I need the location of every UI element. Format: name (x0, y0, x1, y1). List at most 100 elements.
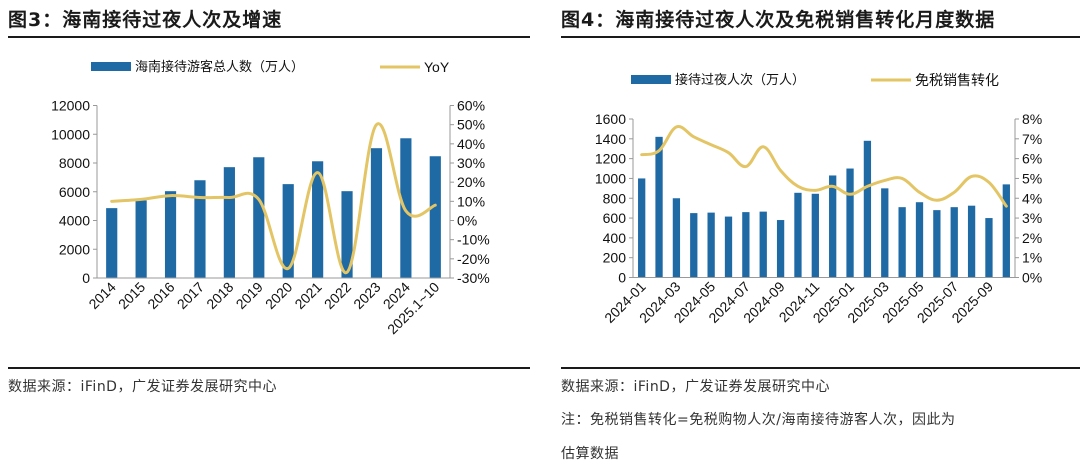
source-rule (561, 367, 1080, 369)
x-tick-label: 2020 (262, 279, 295, 312)
title-rule (8, 36, 530, 38)
bar-2016 (164, 191, 177, 278)
right-tick-label: 6% (1022, 151, 1042, 167)
bar-2025-07 (950, 207, 958, 278)
legend-bar-label: 接待过夜人次（万人） (675, 72, 805, 87)
left-tick-label: 0 (82, 270, 90, 286)
right-tick-label: -30% (457, 270, 490, 286)
bar-2024-08 (759, 211, 767, 278)
bar-2024-06 (724, 216, 733, 278)
bar-2020 (282, 184, 294, 278)
left-tick-label: 10000 (51, 126, 90, 142)
left-tick-label: 800 (603, 190, 627, 206)
bar-2025-08 (967, 205, 976, 278)
bar-2018 (223, 167, 235, 278)
right-tick-label: 7% (1022, 131, 1042, 147)
x-tick-label: 2015 (115, 279, 148, 312)
left-tick-label: 2000 (59, 241, 90, 257)
bar-2024-02 (655, 136, 663, 278)
legend-bar-swatch (91, 62, 131, 71)
title-rule (561, 36, 1080, 38)
right-tick-label: 30% (457, 155, 485, 171)
right-tick-label: 60% (457, 98, 485, 114)
figure-4-note-cont: 估算数据 (561, 446, 619, 462)
legend-line-label: 免税销售转化 (915, 72, 999, 88)
left-tick-label: 200 (603, 250, 627, 266)
right-tick-label: 20% (457, 174, 485, 190)
bar-2025-09 (985, 218, 993, 278)
figure-4-note: 注：免税销售转化=免税购物人次/海南接待游客人次，因此为 (561, 412, 956, 428)
legend-bar-swatch (631, 75, 671, 84)
figure-4: 图4：海南接待过夜人次及免税销售转化月度数据 接待过夜人次（万人） 免税销售转化 0… (555, 0, 1080, 464)
left-tick-label: 12000 (51, 98, 90, 114)
figure-3-source: 数据来源：iFinD，广发证券发展研究中心 (8, 379, 277, 395)
legend-line-label: YoY (424, 59, 450, 75)
right-tick-label: -10% (457, 232, 490, 248)
bar-2025.1~10 (429, 156, 441, 278)
figure-3: 图3：海南接待过夜人次及增速 海南接待游客总人数（万人） YoY 0 2000 4000… (8, 9, 530, 395)
right-tick-label: 0% (1022, 270, 1042, 286)
left-tick-label: 6000 (59, 184, 90, 200)
x-tick-label: 2017 (174, 279, 207, 312)
bar-2024-01 (638, 178, 646, 278)
x-tick-label: 2016 (144, 279, 177, 312)
bar-2024-04 (690, 213, 698, 278)
bar-2025-05 (915, 202, 924, 278)
right-tick-label: 8% (1022, 111, 1042, 127)
bar-2025-03 (881, 188, 889, 278)
bar-2014 (106, 208, 118, 278)
right-tick-label: 0% (457, 213, 477, 229)
bar-2024-05 (707, 212, 715, 278)
bar-2024-12 (829, 175, 837, 278)
bar-2022 (341, 191, 353, 278)
bar-2024-10 (794, 192, 802, 278)
right-tick-label: 10% (457, 193, 485, 209)
chart-3: 海南接待游客总人数（万人） YoY 0 2000 4000 6000 8000 10000 12… (51, 59, 490, 337)
bar-2025-06 (933, 210, 941, 278)
figure-4-title: 图4：海南接待过夜人次及免税销售转化月度数据 (561, 9, 996, 31)
bar-2025-01 (846, 168, 854, 278)
left-tick-label: 1200 (595, 151, 626, 167)
bar-2024-09 (776, 220, 785, 278)
right-tick-label: -20% (457, 251, 490, 267)
bar-2025-02 (863, 140, 872, 278)
figure-4-source: 数据来源：iFinD，广发证券发展研究中心 (561, 379, 830, 395)
bar-2024-07 (742, 212, 750, 278)
line-series-YoY (110, 122, 437, 274)
right-tick-label: 4% (1022, 190, 1042, 206)
right-tick-label: 40% (457, 136, 485, 152)
left-tick-label: 1600 (595, 111, 626, 127)
bar-2025-10 (1002, 184, 1010, 278)
bar-2025-04 (898, 207, 906, 278)
left-tick-label: 600 (603, 210, 627, 226)
bar-2024-03 (672, 198, 681, 278)
line-series-免税销售转化 (640, 125, 1008, 208)
bar-2017 (194, 180, 206, 278)
bar-2024-11 (811, 193, 819, 278)
right-tick-label: 3% (1022, 210, 1042, 226)
right-tick-label: 1% (1022, 250, 1042, 266)
bar-2015 (135, 200, 147, 278)
left-tick-label: 1400 (595, 131, 626, 147)
chart-4: 接待过夜人次（万人） 免税销售转化 0 200 400 600 800 1000 1200 140… (595, 72, 1042, 326)
bar-2023 (370, 148, 383, 278)
figure-3-title: 图3：海南接待过夜人次及增速 (8, 9, 283, 31)
x-tick-label: 2023 (350, 279, 383, 312)
left-tick-label: 400 (603, 230, 627, 246)
left-tick-label: 0 (618, 270, 626, 286)
bar-2019 (253, 157, 265, 278)
x-tick-label: 2022 (321, 279, 354, 312)
right-tick-label: 50% (457, 117, 485, 133)
bar-2021 (312, 161, 324, 278)
x-tick-label: 2019 (233, 279, 266, 312)
left-tick-label: 8000 (59, 155, 90, 171)
x-tick-label: 2014 (85, 279, 118, 312)
x-tick-label: 2018 (203, 279, 236, 312)
source-rule (8, 367, 530, 369)
x-tick-label: 2021 (291, 279, 324, 312)
left-tick-label: 4000 (59, 213, 90, 229)
legend-bar-label: 海南接待游客总人数（万人） (135, 59, 304, 74)
right-tick-label: 2% (1022, 230, 1042, 246)
left-tick-label: 1000 (595, 170, 626, 186)
right-tick-label: 5% (1022, 170, 1042, 186)
